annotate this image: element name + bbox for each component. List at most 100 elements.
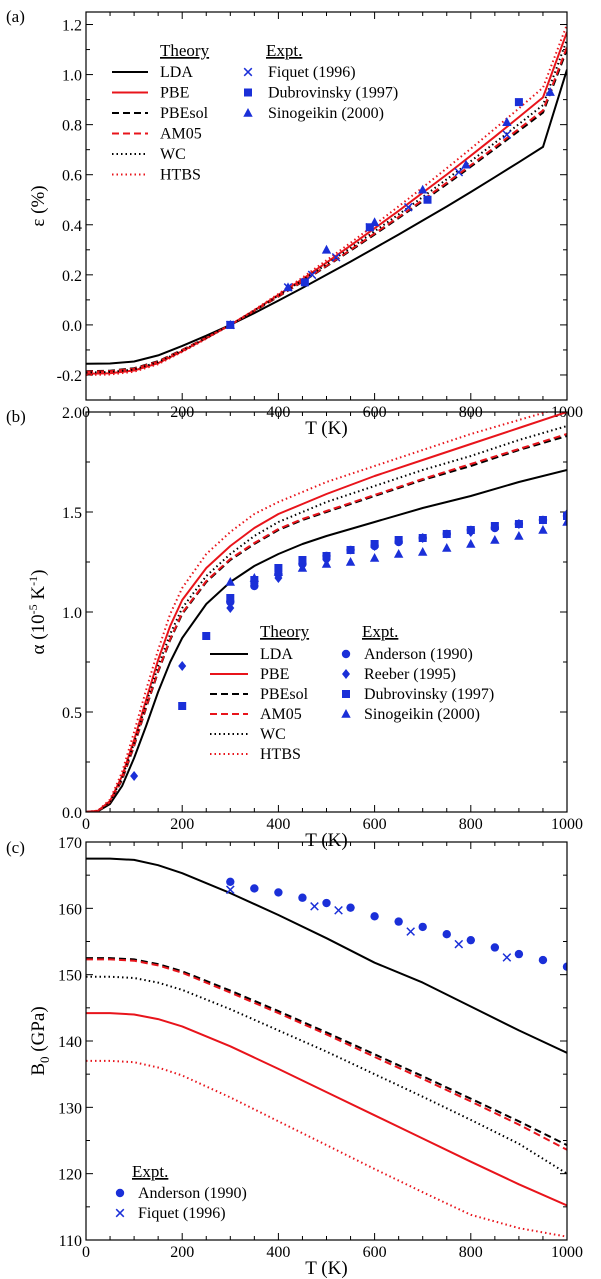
panel-c: (c) 0 200 400 600 800 1000 110 120 130 140 150 160 17… xyxy=(6,835,583,1279)
y-axis-label: α (10-5 K-1) xyxy=(26,570,49,655)
legend-expt-entry: Fiquet (1996) xyxy=(138,1205,226,1222)
point-triangle xyxy=(225,577,235,586)
y-tick-label: 130 xyxy=(58,1100,82,1117)
x-tick-label: 200 xyxy=(170,1244,194,1261)
point-square xyxy=(226,594,235,602)
x-tick-label: 1000 xyxy=(551,1244,583,1261)
y-tick-label: 1.0 xyxy=(62,68,82,85)
y-tick-label: 140 xyxy=(58,1034,82,1051)
point-circle xyxy=(298,893,307,902)
point-circle xyxy=(394,917,403,926)
point-triangle xyxy=(393,549,404,558)
legend-expt-entry: Anderson (1990) xyxy=(138,1185,247,1202)
point-square xyxy=(466,526,475,534)
x-tick-label: 0 xyxy=(82,816,90,833)
series-pbesol xyxy=(86,957,567,1146)
panel-b: (b) 0 200 400 600 800 1000 0.0 0.5 1.0 1.5 2.0 T (K)… xyxy=(6,405,583,851)
legend-expt-title: Expt. xyxy=(266,41,302,60)
point-circle xyxy=(226,877,235,886)
legend-entry-lda: LDA xyxy=(160,64,193,81)
point-x xyxy=(331,252,341,262)
series-wc xyxy=(86,39,567,374)
point-square xyxy=(514,520,523,528)
x-tick-label: 1000 xyxy=(551,816,583,833)
legend-marker-square xyxy=(342,690,350,698)
point-triangle xyxy=(442,543,452,552)
x-axis-label: T (K) xyxy=(305,418,347,439)
y-tick-label: 170 xyxy=(58,835,82,852)
y-tick-label: 0.2 xyxy=(62,268,82,285)
x-tick-label: 400 xyxy=(266,816,290,833)
y-tick-label: 1.2 xyxy=(62,18,82,35)
legend-entry-am05: AM05 xyxy=(160,126,202,143)
y-tick-label: 0.8 xyxy=(62,118,82,135)
y-tick-label: 0.4 xyxy=(62,218,82,235)
point-triangle xyxy=(418,184,428,194)
y-tick-label: 1.0 xyxy=(62,605,82,622)
point-diamond xyxy=(226,603,235,613)
legend-expt-title: Expt. xyxy=(132,1162,168,1181)
x-tick-label: 400 xyxy=(266,1244,290,1261)
point-square xyxy=(563,512,567,520)
point-square xyxy=(418,534,427,542)
point-triangle xyxy=(490,535,500,544)
y-axis-label: B0 (GPa) xyxy=(28,1006,52,1075)
point-x xyxy=(307,270,317,280)
theory-curves xyxy=(86,857,567,1238)
point-circle xyxy=(370,912,379,921)
legend-marker-triangle xyxy=(243,108,253,117)
point-circle xyxy=(466,935,475,945)
point-circle xyxy=(442,930,451,939)
x-tick-label: 0 xyxy=(82,1244,90,1261)
y-tick-label: 110 xyxy=(59,1233,82,1250)
legend-entry-htbs: HTBS xyxy=(260,746,301,763)
series-am05 xyxy=(86,958,567,1151)
y-tick-label: 160 xyxy=(58,901,82,918)
point-square xyxy=(423,195,432,204)
legend-expt-entry: Fiquet (1996) xyxy=(268,64,356,81)
point-square xyxy=(365,223,374,232)
legend-marker-circle xyxy=(115,1188,125,1198)
series-lda xyxy=(86,69,567,365)
legend-marker-circle xyxy=(341,649,351,659)
x-tick-label: 800 xyxy=(459,1244,483,1261)
point-square xyxy=(178,702,187,710)
point-diamond xyxy=(130,771,139,781)
point-square xyxy=(322,552,331,560)
legend-entry-pbesol: PBEsol xyxy=(160,105,209,122)
series-htbs xyxy=(86,24,567,376)
legend-marker-diamond xyxy=(342,669,350,679)
legend-expt-entry: Sinogeikin (2000) xyxy=(268,105,384,122)
legend-expt-entry: Dubrovinsky (1997) xyxy=(268,85,398,102)
legend-theory-title: Theory xyxy=(160,41,210,60)
point-circle xyxy=(250,884,259,893)
point-triangle xyxy=(461,159,471,169)
theory-curves xyxy=(86,412,567,812)
point-square xyxy=(298,556,307,564)
series-am05 xyxy=(86,433,567,812)
legend-entry-pbe: PBE xyxy=(260,666,289,683)
series-lda xyxy=(86,857,567,1054)
legend-expt-title: Expt. xyxy=(362,622,398,641)
legend-entry-wc: WC xyxy=(260,726,286,743)
point-x xyxy=(310,902,319,911)
x-tick-label: 600 xyxy=(363,1244,387,1261)
legend-expt-entry: Reeber (1995) xyxy=(364,666,456,683)
y-tick-label: 1.5 xyxy=(62,505,82,522)
point-circle xyxy=(538,955,548,965)
point-triangle xyxy=(545,87,555,96)
y-tick-label: 0.5 xyxy=(62,705,82,722)
legend-marker-x xyxy=(243,67,253,77)
x-tick-label: 200 xyxy=(170,816,194,833)
point-square xyxy=(490,522,499,530)
expt-points xyxy=(225,877,567,971)
point-triangle xyxy=(502,117,512,126)
point-circle xyxy=(322,898,331,908)
point-triangle xyxy=(345,557,356,566)
legend-marker-x xyxy=(115,1208,125,1218)
plot-frame xyxy=(85,11,568,401)
point-triangle xyxy=(321,559,332,568)
point-triangle xyxy=(514,531,524,540)
series-htbs xyxy=(86,1059,567,1238)
y-tick-label: 150 xyxy=(58,968,82,985)
